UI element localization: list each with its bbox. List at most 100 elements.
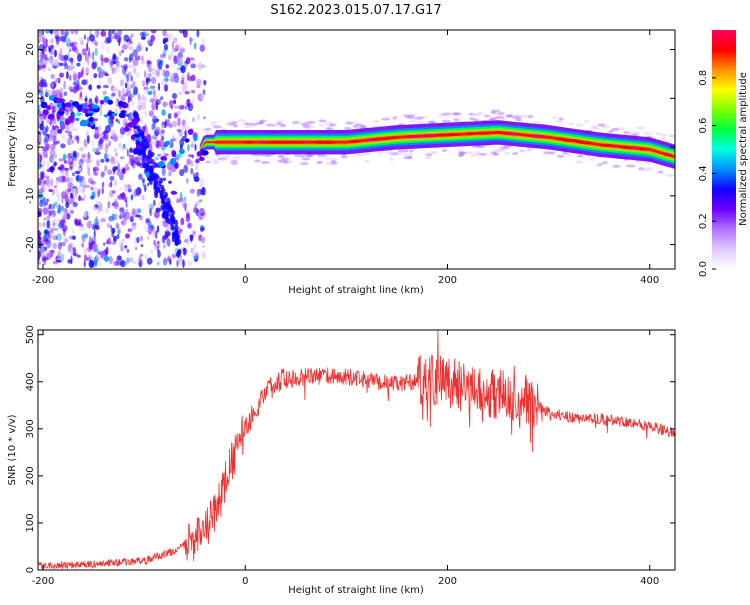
heatmap-blob [82, 187, 85, 193]
heatmap-blob [92, 166, 99, 172]
heatmap-blob [113, 161, 119, 165]
colorbar-label: Normalized spectral amplitude [738, 72, 749, 226]
heatmap-blob [148, 110, 154, 117]
heatmap-blob [106, 36, 112, 44]
heatmap-blob [59, 36, 64, 42]
heatmap-blob [155, 140, 161, 149]
heatmap-blob [72, 235, 76, 240]
heatmap-blob [83, 138, 88, 147]
heatmap-blob [50, 145, 55, 150]
heatmap-blob [170, 138, 177, 142]
heatmap-blob [55, 188, 59, 197]
x-tick-label: -200 [32, 576, 55, 587]
heatmap-blob [119, 208, 123, 218]
heatmap-blob [135, 214, 141, 218]
heatmap-blob [184, 195, 187, 203]
heatmap-blob [145, 171, 150, 178]
heatmap-blob [168, 171, 172, 177]
heatmap-blob [54, 30, 59, 37]
heatmap-blob [171, 120, 178, 128]
heatmap-blob [120, 94, 126, 102]
heatmap-blob [61, 191, 67, 199]
heatmap-blob [123, 57, 129, 62]
heatmap-blob [105, 133, 109, 138]
heatmap-blob [93, 248, 99, 253]
heatmap-blob [196, 151, 202, 157]
heatmap-blob [39, 114, 45, 121]
heatmap-blob [46, 198, 49, 203]
colorbar-tick-label: 0.0 [698, 261, 709, 277]
heatmap-blob [478, 152, 487, 156]
heatmap-blob [188, 154, 193, 158]
snr-ylabel: SNR (10 * v/v) [7, 414, 18, 485]
heatmap-blob [49, 30, 54, 35]
heatmap-blob [109, 58, 114, 66]
heatmap-blob [376, 152, 383, 155]
heatmap-blob [51, 81, 55, 88]
heatmap-blob [73, 79, 76, 88]
heatmap-blob [155, 243, 161, 249]
heatmap-blob [130, 75, 134, 82]
heatmap-blob [409, 119, 417, 123]
heatmap-blob [56, 259, 62, 263]
heatmap-blob [492, 131, 502, 134]
heatmap-blob [201, 212, 206, 216]
heatmap-blob [469, 117, 475, 121]
heatmap-blob [72, 253, 79, 257]
heatmap-blob [210, 159, 220, 163]
snr-panel: -200 0 200 400 0 100 200 300 400 500 Height of st… [7, 325, 676, 596]
heatmap-blob [612, 164, 621, 168]
heatmap-blob [628, 131, 639, 135]
heatmap-blob [43, 137, 48, 146]
heatmap-blob [187, 222, 193, 230]
heatmap-blob [111, 133, 117, 142]
heatmap-blob [188, 57, 195, 61]
heatmap-blob [172, 48, 179, 53]
heatmap-blob [196, 78, 202, 86]
heatmap-blob [120, 260, 126, 268]
heatmap-blob [182, 247, 187, 256]
heatmap-blob [86, 153, 93, 158]
heatmap-blob [42, 131, 47, 136]
heatmap-blob [184, 138, 190, 143]
heatmap-blob [88, 113, 93, 117]
heatmap-blob [125, 200, 128, 208]
heatmap-blob [113, 213, 118, 221]
heatmap-blob [139, 117, 143, 125]
heatmap-blob [657, 170, 664, 174]
heatmap-blob [149, 208, 153, 217]
heatmap-blob [108, 256, 113, 264]
heatmap-blob [128, 46, 134, 51]
heatmap-blob [180, 124, 186, 130]
heatmap-blob [149, 98, 155, 103]
heatmap-blob [38, 64, 42, 71]
heatmap-blob [111, 227, 116, 234]
heatmap-blob [441, 149, 447, 152]
heatmap-blob [88, 47, 91, 56]
heatmap-blob [212, 161, 219, 165]
heatmap-blob [92, 51, 95, 60]
heatmap-blob [140, 101, 147, 110]
colorbar-ticks: 0.0 0.2 0.4 0.6 0.8 [698, 70, 716, 277]
heatmap-blob [42, 179, 47, 185]
heatmap-blob [144, 184, 147, 193]
heatmap-blob [364, 159, 370, 163]
heatmap-blob [176, 198, 180, 204]
heatmap-blob [160, 130, 164, 139]
heatmap-blob [39, 123, 44, 131]
heatmap-blob [87, 151, 90, 160]
heatmap-blob [170, 224, 175, 231]
y-tick-label: 10 [25, 92, 36, 105]
heatmap-blob [196, 190, 201, 197]
heatmap-blob [66, 65, 73, 71]
heatmap-blob [161, 167, 166, 177]
heatmap-blob [76, 135, 80, 144]
heatmap-blob [192, 96, 195, 104]
heatmap-blob [142, 135, 147, 142]
heatmap-blob [575, 123, 584, 127]
heatmap-blob [168, 100, 174, 108]
heatmap-blob [41, 120, 44, 125]
heatmap-blob [194, 42, 197, 50]
heatmap-blob [164, 118, 168, 125]
heatmap-blob [123, 216, 127, 221]
